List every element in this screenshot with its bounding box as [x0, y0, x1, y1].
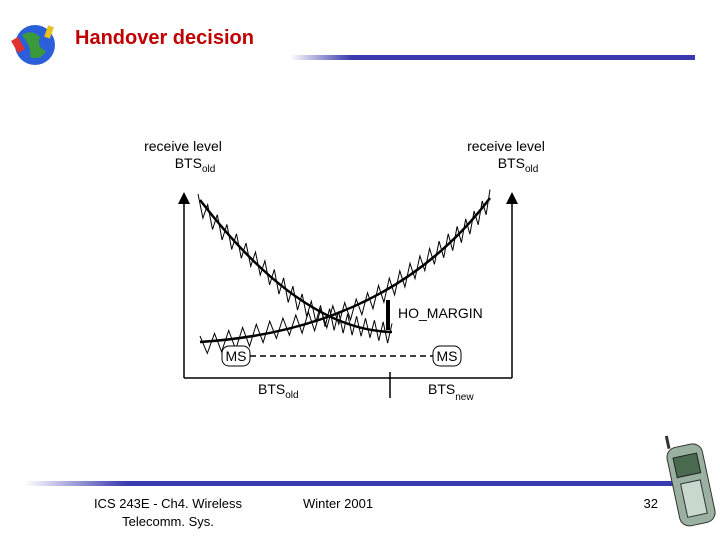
label-main: BTS [428, 381, 455, 397]
curve-old [199, 199, 393, 334]
noisy-old [197, 193, 393, 344]
ms-box [432, 345, 462, 367]
label-sub: old [285, 390, 298, 401]
noisy-new [199, 189, 491, 355]
footer-course: Telecomm. Sys. [122, 514, 214, 529]
logo-icon [11, 25, 55, 65]
label-main: BTS [498, 155, 525, 171]
label-main: BTS [175, 155, 202, 171]
footer-course: ICS 243E - Ch4. Wireless [94, 496, 243, 511]
bts-old-label: BTSold [258, 381, 299, 401]
bts-new-label: BTSnew [428, 381, 474, 403]
label-sub: old [202, 164, 215, 175]
ms-box [221, 345, 251, 367]
margin-bar [386, 300, 390, 330]
title-rule [290, 55, 695, 60]
left-axis-label: receive level [144, 138, 222, 154]
phone-icon [664, 435, 716, 527]
label-sub: new [455, 392, 474, 403]
footer-term: Winter 2001 [303, 496, 373, 511]
page-number: 32 [644, 496, 658, 511]
title: Handover decision [75, 27, 254, 49]
label-main: BTS [258, 381, 285, 397]
curve-new [199, 197, 491, 344]
left-axis-label: BTSold [175, 155, 216, 175]
label-sub: old [525, 164, 538, 175]
ms-label: MS [226, 348, 247, 364]
axes [178, 192, 518, 398]
margin-label: HO_MARGIN [398, 305, 483, 321]
right-axis-label: BTSold [498, 155, 539, 175]
ms-label: MS [437, 348, 458, 364]
right-axis-label: receive level [467, 138, 545, 154]
footer-rule [25, 481, 695, 486]
